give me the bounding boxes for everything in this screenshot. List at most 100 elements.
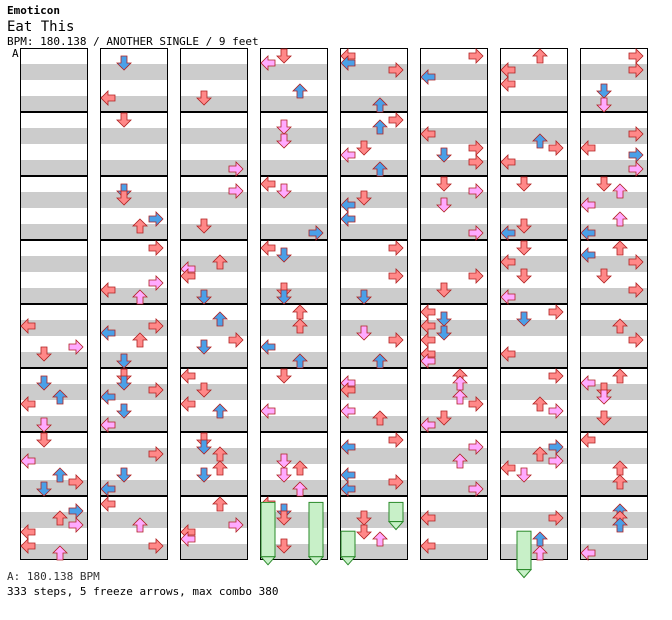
measure-box <box>260 432 328 496</box>
down-arrow-icon <box>116 403 132 419</box>
left-arrow-icon <box>500 76 516 92</box>
right-arrow-icon <box>148 275 164 291</box>
down-arrow-icon <box>116 112 132 128</box>
right-arrow-icon <box>468 481 484 497</box>
right-arrow-icon <box>628 48 644 64</box>
down-arrow-icon <box>356 140 372 156</box>
measure-box <box>500 432 568 496</box>
right-arrow-icon <box>148 538 164 554</box>
down-arrow-icon <box>116 467 132 483</box>
up-arrow-icon <box>612 318 628 334</box>
measure-box <box>180 112 248 176</box>
right-arrow-icon <box>628 161 644 177</box>
right-arrow-icon <box>148 382 164 398</box>
up-arrow-icon <box>372 119 388 135</box>
left-arrow-icon <box>180 531 196 547</box>
down-arrow-icon <box>436 147 452 163</box>
freeze-arrow <box>388 501 404 523</box>
right-arrow-icon <box>548 403 564 419</box>
up-arrow-icon <box>612 183 628 199</box>
up-arrow-icon <box>532 48 548 64</box>
right-arrow-icon <box>68 474 84 490</box>
freeze-arrow-tail <box>339 556 357 566</box>
freeze-arrow-tail <box>515 569 533 579</box>
right-arrow-icon <box>628 332 644 348</box>
left-arrow-icon <box>260 176 276 192</box>
left-arrow-icon <box>260 240 276 256</box>
down-arrow-icon <box>516 467 532 483</box>
measure-box <box>180 304 248 368</box>
down-arrow-icon <box>36 375 52 391</box>
measure-box <box>260 368 328 432</box>
up-arrow-icon <box>612 474 628 490</box>
right-arrow-icon <box>628 62 644 78</box>
left-arrow-icon <box>260 339 276 355</box>
right-arrow-icon <box>628 254 644 270</box>
measure-box <box>20 368 88 432</box>
measure-box <box>340 304 408 368</box>
down-arrow-icon <box>596 97 612 113</box>
measure-box <box>100 304 168 368</box>
measure-box <box>340 432 408 496</box>
left-arrow-icon <box>580 432 596 448</box>
measure-box <box>580 112 648 176</box>
down-arrow-icon <box>436 410 452 426</box>
right-arrow-icon <box>68 517 84 533</box>
up-arrow-icon <box>372 161 388 177</box>
down-arrow-icon <box>436 311 452 327</box>
left-arrow-icon <box>340 403 356 419</box>
up-arrow-icon <box>532 545 548 561</box>
measure-box <box>340 48 408 112</box>
right-arrow-icon <box>308 225 324 241</box>
up-arrow-icon <box>132 289 148 305</box>
down-arrow-icon <box>596 410 612 426</box>
measure-box <box>260 176 328 240</box>
up-arrow-icon <box>372 353 388 369</box>
up-arrow-icon <box>212 311 228 327</box>
right-arrow-icon <box>548 453 564 469</box>
down-arrow-icon <box>276 368 292 384</box>
right-arrow-icon <box>228 183 244 199</box>
freeze-arrow <box>340 530 356 558</box>
down-arrow-icon <box>196 467 212 483</box>
down-arrow-icon <box>516 218 532 234</box>
down-arrow-icon <box>196 439 212 455</box>
left-arrow-icon <box>580 545 596 561</box>
up-arrow-icon <box>132 332 148 348</box>
left-arrow-icon <box>340 467 356 483</box>
up-arrow-icon <box>132 218 148 234</box>
up-arrow-icon <box>212 254 228 270</box>
down-arrow-icon <box>116 55 132 71</box>
up-arrow-icon <box>532 396 548 412</box>
measure-box <box>420 112 488 176</box>
measure-box <box>420 176 488 240</box>
measure-box <box>180 176 248 240</box>
up-arrow-icon <box>372 97 388 113</box>
up-arrow-icon <box>612 211 628 227</box>
left-arrow-icon <box>180 268 196 284</box>
down-arrow-icon <box>276 247 292 263</box>
down-arrow-icon <box>596 268 612 284</box>
left-arrow-icon <box>500 460 516 476</box>
right-arrow-icon <box>468 48 484 64</box>
left-arrow-icon <box>500 225 516 241</box>
down-arrow-icon <box>196 339 212 355</box>
measure-box <box>420 368 488 432</box>
down-arrow-icon <box>276 119 292 135</box>
measure-box <box>340 240 408 304</box>
left-arrow-icon <box>500 62 516 78</box>
down-arrow-icon <box>276 467 292 483</box>
up-arrow-icon <box>532 133 548 149</box>
down-arrow-icon <box>276 289 292 305</box>
measure-box <box>100 48 168 112</box>
right-arrow-icon <box>548 368 564 384</box>
right-arrow-icon <box>388 240 404 256</box>
left-arrow-icon <box>580 140 596 156</box>
down-arrow-icon <box>276 133 292 149</box>
right-arrow-icon <box>148 318 164 334</box>
left-arrow-icon <box>340 439 356 455</box>
freeze-arrow <box>260 501 276 558</box>
down-arrow-icon <box>436 282 452 298</box>
right-arrow-icon <box>148 446 164 462</box>
measure-box <box>260 304 328 368</box>
